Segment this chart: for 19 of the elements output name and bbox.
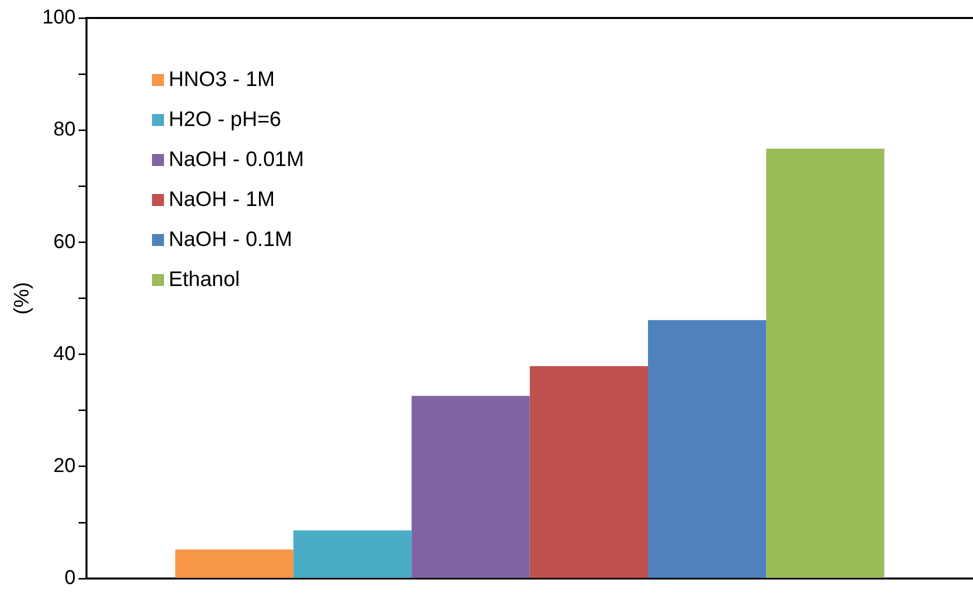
y-axis-title: (%) — [10, 282, 34, 315]
bar — [648, 320, 766, 578]
legend-label: NaOH - 1M — [168, 188, 275, 212]
y-tick-label: 40 — [53, 342, 76, 365]
legend-label: H2O - pH=6 — [168, 108, 282, 132]
bar — [766, 148, 884, 578]
y-tick-label: 60 — [53, 230, 76, 253]
legend-label: NaOH - 0.01M — [168, 148, 304, 172]
legend-label: Ethanol — [168, 268, 240, 292]
bar — [530, 366, 648, 578]
bar — [412, 396, 530, 578]
y-tick-label: 80 — [53, 118, 76, 141]
bar — [293, 530, 412, 578]
y-tick-label: 0 — [64, 567, 76, 590]
y-tick-label: 20 — [53, 454, 76, 477]
legend-label: HNO3 - 1M — [168, 68, 275, 92]
legend-label: NaOH - 0.1M — [168, 228, 292, 252]
y-tick-label: 100 — [42, 6, 76, 29]
bar — [175, 549, 294, 578]
